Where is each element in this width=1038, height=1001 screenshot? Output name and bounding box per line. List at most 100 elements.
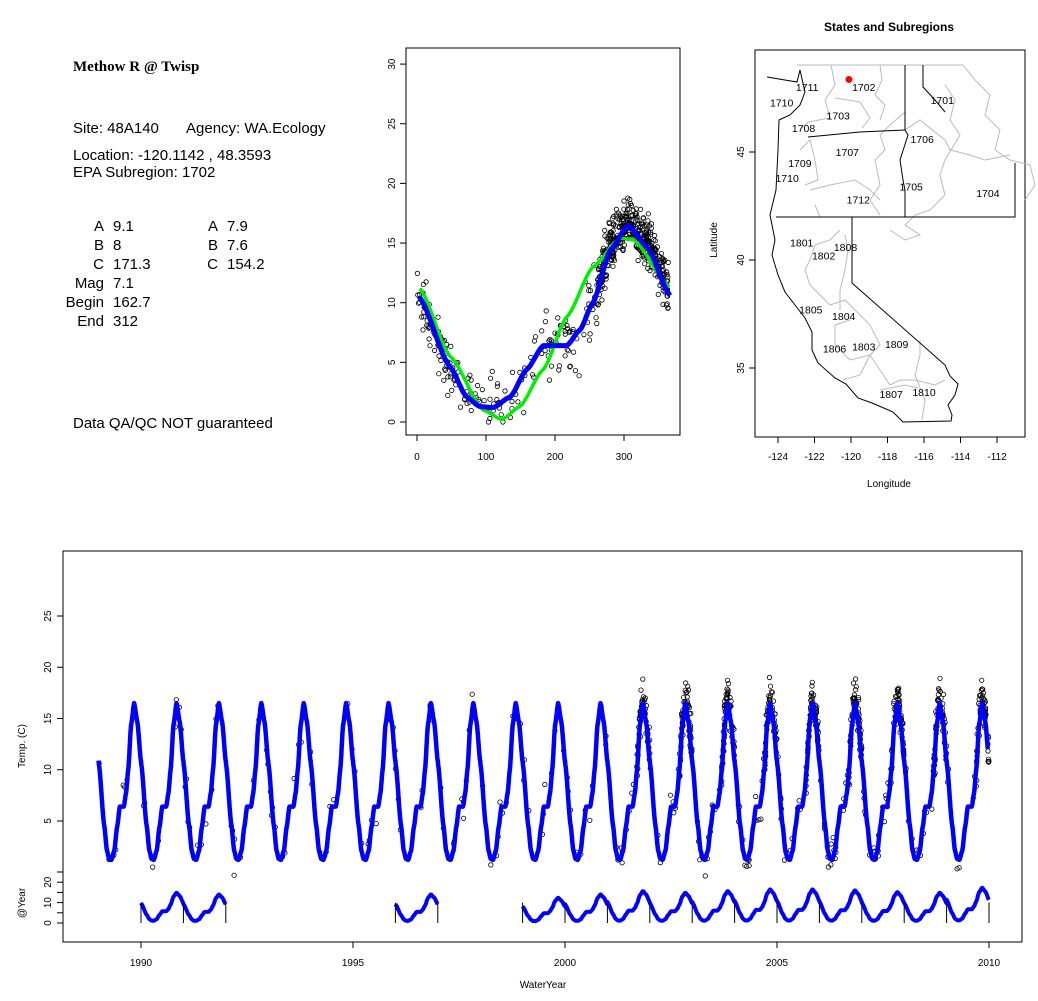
ts-axes: 1990 1995 2000 2005 2010 5 10 15 20 25 0 10 20 bbox=[43, 610, 1001, 969]
subregion-boundaries bbox=[797, 64, 1036, 421]
temp-tick-label: 20 bbox=[43, 661, 54, 673]
disclaimer: Data QA/QC NOT guaranteed bbox=[73, 415, 273, 432]
observation-point bbox=[937, 675, 943, 681]
observation-point bbox=[626, 217, 632, 223]
observation-point bbox=[654, 244, 661, 250]
region-label: 1707 bbox=[836, 147, 860, 159]
lon-tick-label: -118 bbox=[878, 452, 898, 463]
observation-point bbox=[895, 689, 901, 695]
observation-point bbox=[852, 687, 859, 693]
year-tick-label: 2010 bbox=[978, 958, 1001, 969]
params-right: A 7.9 B 7.6 C 154.2 bbox=[207, 218, 264, 273]
region-labels: 1702170117111710170317081706170717091710… bbox=[770, 82, 1000, 401]
observation-point bbox=[986, 758, 992, 764]
region-label: 1710 bbox=[775, 173, 799, 185]
observation-point bbox=[436, 371, 442, 377]
observation-point bbox=[435, 314, 441, 320]
observation-point bbox=[617, 212, 623, 218]
observation-point bbox=[607, 235, 613, 241]
at-year-tick-label: 0 bbox=[43, 920, 54, 926]
observation-point bbox=[635, 218, 641, 224]
map-xlabel: Longitude bbox=[867, 479, 911, 490]
observation-point bbox=[373, 820, 379, 827]
lon-tick-label: -120 bbox=[841, 452, 861, 463]
observation-point bbox=[602, 233, 608, 239]
year-tick-label: 2000 bbox=[554, 958, 577, 969]
param-value: 162.7 bbox=[113, 294, 151, 311]
region-label: 1804 bbox=[832, 311, 856, 323]
observation-point bbox=[608, 229, 615, 235]
lat-tick-label: 45 bbox=[736, 146, 747, 158]
param-value: 8 bbox=[113, 237, 121, 254]
region-label: 1807 bbox=[879, 389, 903, 401]
observation-point bbox=[623, 217, 630, 223]
region-label: 1708 bbox=[792, 123, 816, 135]
observation-point bbox=[640, 215, 646, 221]
at-year-tick-label: 10 bbox=[43, 897, 54, 909]
observation-point bbox=[659, 259, 665, 265]
x-tick-label: 0 bbox=[414, 452, 420, 463]
observation-point bbox=[420, 281, 426, 287]
observation-point bbox=[586, 287, 592, 294]
param-value: 9.1 bbox=[113, 218, 134, 235]
observation-point bbox=[599, 297, 605, 303]
observation-point bbox=[892, 693, 899, 700]
params-left: A 9.1 B 8C 171.3 Mag 7.1 Begin 162.7 End 312 bbox=[66, 218, 151, 330]
observation-point bbox=[542, 318, 549, 325]
info-panel: Methow R @ Twisp Site: 48A140 Agency: WA… bbox=[66, 59, 326, 432]
observation-point bbox=[895, 686, 901, 693]
observation-point bbox=[485, 419, 492, 425]
observation-point bbox=[420, 327, 426, 333]
observation-point bbox=[616, 244, 622, 250]
observation-point bbox=[632, 211, 639, 217]
observation-point bbox=[665, 259, 671, 266]
observation-point bbox=[810, 692, 817, 698]
observation-point bbox=[637, 228, 643, 234]
at-year-ylabel: @Year bbox=[17, 887, 28, 918]
at-year-tick-label: 20 bbox=[43, 876, 54, 888]
observation-point bbox=[681, 694, 687, 700]
observation-point bbox=[570, 349, 577, 355]
observation-point bbox=[565, 348, 572, 354]
param-label: A bbox=[94, 218, 104, 235]
observation-point bbox=[809, 679, 815, 685]
observation-point bbox=[628, 202, 635, 208]
observation-point bbox=[542, 347, 548, 354]
param-value: 7.6 bbox=[227, 237, 248, 254]
observation-point bbox=[488, 862, 494, 868]
param-value: 7.1 bbox=[113, 275, 134, 292]
observation-point bbox=[853, 684, 859, 690]
x-tick-label: 300 bbox=[616, 452, 633, 463]
observation-point bbox=[725, 680, 732, 687]
observation-point bbox=[567, 328, 573, 334]
observation-point bbox=[546, 377, 553, 383]
param-label: Mag bbox=[75, 275, 104, 292]
lat-tick-label: 35 bbox=[736, 362, 747, 374]
observation-point bbox=[606, 219, 612, 225]
temp-tick-label: 15 bbox=[43, 713, 54, 725]
observation-point bbox=[562, 353, 568, 359]
observation-point bbox=[611, 213, 617, 219]
param-value: 7.9 bbox=[227, 218, 248, 235]
observation-point bbox=[587, 331, 593, 337]
observation-point bbox=[593, 315, 599, 321]
seasonal-fit-line bbox=[96, 700, 990, 863]
observation-point bbox=[746, 863, 752, 869]
map-title: States and Subregions bbox=[824, 20, 954, 34]
param-label: Begin bbox=[66, 294, 104, 311]
observation-point bbox=[599, 248, 606, 254]
x-tick-label: 200 bbox=[547, 452, 564, 463]
observation-point bbox=[940, 691, 947, 698]
observation-point bbox=[567, 363, 573, 369]
observation-point bbox=[808, 693, 814, 699]
observation-point bbox=[457, 404, 464, 410]
region-label: 1802 bbox=[812, 251, 836, 263]
observation-point bbox=[929, 806, 935, 812]
observation-point bbox=[660, 301, 666, 307]
agency: Agency: WA.Ecology bbox=[186, 120, 326, 137]
observation-point bbox=[979, 677, 985, 683]
observation-point bbox=[469, 691, 475, 697]
y-tick-label: 0 bbox=[387, 419, 398, 425]
param-label: B bbox=[208, 237, 218, 254]
observation-point bbox=[645, 211, 651, 217]
